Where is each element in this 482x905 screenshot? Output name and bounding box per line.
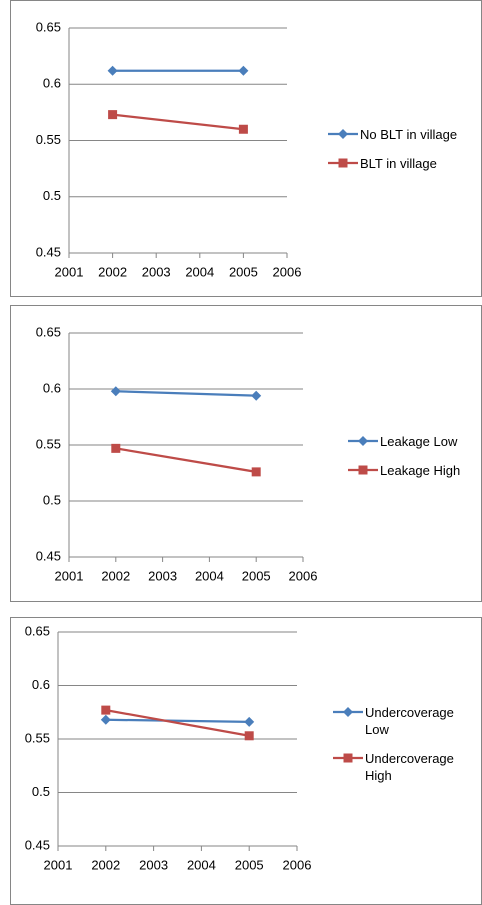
x-tick-label: 2006: [283, 857, 312, 872]
chart: 0.45 0.5 0.55 0.6 0.65 2001 2002 2003 2004 2005 20…: [25, 623, 312, 872]
data-point: [238, 65, 249, 76]
data-point: [110, 386, 121, 397]
data-point: [108, 110, 118, 120]
legend-label: Undercoverage Low: [365, 705, 454, 737]
y-tick-label: 0.6: [43, 380, 61, 395]
x-tick-label: 2004: [195, 568, 224, 583]
data-point: [101, 705, 111, 715]
data-point: [100, 714, 111, 725]
data-point: [244, 716, 255, 727]
y-tick-label: 0.55: [36, 436, 61, 451]
y-tick-label: 0.65: [25, 623, 50, 638]
legend-label: Undercoverage High: [365, 751, 454, 783]
legend-swatch: [328, 129, 358, 139]
y-tick-label: 0.65: [36, 324, 61, 339]
legend-marker: [358, 436, 368, 446]
x-tick-label: 2002: [91, 857, 120, 872]
data-point: [244, 731, 254, 741]
series-line: [105, 709, 250, 737]
legend: Leakage Low Leakage High: [346, 433, 460, 491]
y-tick-label: 0.65: [36, 19, 61, 34]
x-tick-label: 2004: [185, 264, 214, 279]
series-line: [115, 390, 257, 397]
legend-label: Leakage Low: [380, 434, 458, 449]
x-tick-label: 2006: [289, 568, 318, 583]
y-tick-label: 0.6: [43, 76, 61, 91]
series-line: [115, 447, 257, 473]
y-tick-label: 0.55: [25, 730, 50, 745]
x-tick-label: 2002: [101, 568, 130, 583]
y-tick-label: 0.5: [32, 784, 50, 799]
legend-marker: [358, 465, 368, 475]
x-tick-label: 2005: [229, 264, 258, 279]
data-point: [251, 390, 262, 401]
x-tick-label: 2001: [44, 857, 73, 872]
chart-panel: 0.45 0.5 0.55 0.6 0.65 2001 2002 2003 2004 2005 20…: [10, 617, 482, 905]
y-tick-label: 0.5: [43, 492, 61, 507]
chart: 0.45 0.5 0.55 0.6 0.65 2001 2002 2003 2004 2005 20…: [36, 324, 318, 583]
legend-item: Leakage Low: [346, 433, 460, 450]
data-point: [111, 443, 121, 453]
series-line: [112, 113, 244, 131]
x-tick-label: 2003: [142, 264, 171, 279]
legend-marker: [338, 158, 348, 168]
data-point: [251, 467, 261, 477]
x-tick-label: 2005: [242, 568, 271, 583]
x-tick-label: 2005: [235, 857, 264, 872]
legend-marker: [343, 753, 353, 763]
y-tick-label: 0.45: [36, 548, 61, 563]
x-tick-label: 2003: [139, 857, 168, 872]
legend-swatch: [333, 753, 363, 763]
data-point: [107, 65, 118, 76]
legend: Undercoverage Low Undercoverage High: [331, 704, 477, 796]
legend-label: BLT in village: [360, 156, 437, 171]
legend-item: No BLT in village: [326, 126, 457, 143]
x-tick-label: 2002: [98, 264, 127, 279]
chart-panel: 0.45 0.5 0.55 0.6 0.65 2001 2002 2003 2004 2005 20…: [10, 0, 482, 297]
y-tick-label: 0.6: [32, 677, 50, 692]
legend-item: BLT in village: [326, 155, 457, 172]
x-tick-label: 2003: [148, 568, 177, 583]
legend-swatch: [348, 465, 378, 475]
y-tick-label: 0.5: [43, 188, 61, 203]
legend-label: Leakage High: [380, 463, 461, 478]
chart-panel: 0.45 0.5 0.55 0.6 0.65 2001 2002 2003 2004 2005 20…: [10, 305, 482, 602]
data-point: [238, 124, 248, 134]
x-tick-label: 2004: [187, 857, 216, 872]
legend-swatch: [328, 158, 358, 168]
legend-item: Leakage High: [346, 462, 460, 479]
y-tick-label: 0.45: [25, 837, 50, 852]
y-tick-label: 0.45: [36, 244, 61, 259]
x-tick-label: 2001: [55, 264, 84, 279]
legend-item: Undercoverage High: [331, 750, 477, 784]
legend-marker: [338, 129, 348, 139]
x-tick-label: 2001: [55, 568, 84, 583]
legend: No BLT in village BLT in village: [326, 126, 457, 184]
y-tick-label: 0.55: [36, 132, 61, 147]
chart: 0.45 0.5 0.55 0.6 0.65 2001 2002 2003 2004 2005 20…: [36, 19, 302, 279]
legend-item: Undercoverage Low: [331, 704, 477, 738]
x-tick-label: 2006: [273, 264, 302, 279]
legend-marker: [343, 707, 353, 717]
legend-label: No BLT in village: [360, 127, 458, 142]
series-line: [105, 718, 250, 724]
legend-swatch: [348, 436, 378, 446]
legend-swatch: [333, 707, 363, 717]
